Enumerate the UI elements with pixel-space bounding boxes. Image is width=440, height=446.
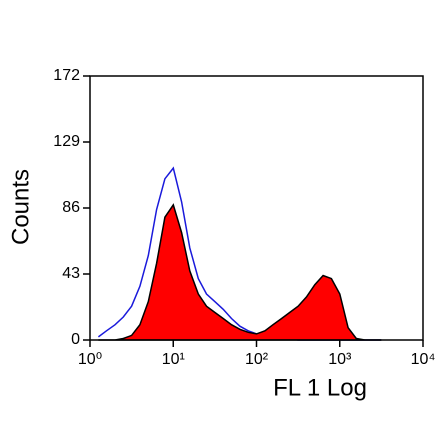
plot-frame xyxy=(89,75,424,341)
x-tick-label: 10⁴ xyxy=(411,351,436,368)
y-tick-label: 86 xyxy=(62,199,80,216)
y-tick-label: 0 xyxy=(71,331,80,348)
x-tick-label: 10⁰ xyxy=(78,351,102,368)
histogram-area xyxy=(98,203,382,341)
x-tick-label: 10² xyxy=(245,351,269,368)
x-tick-label: 10¹ xyxy=(162,351,185,368)
y-tick-label: 43 xyxy=(62,265,80,282)
y-tick-label: 172 xyxy=(53,67,80,84)
x-tick-label: 10³ xyxy=(328,351,352,368)
x-axis-label: FL 1 Log xyxy=(273,374,367,401)
y-axis-label: Counts xyxy=(7,169,34,245)
y-tick-label: 129 xyxy=(53,133,80,150)
